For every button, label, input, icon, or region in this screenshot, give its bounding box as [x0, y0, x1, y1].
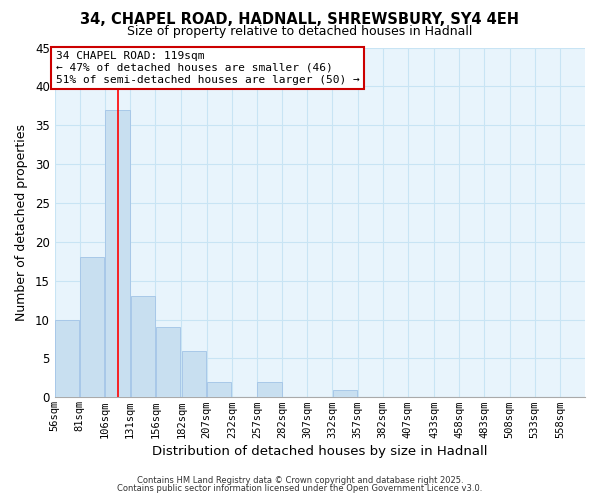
Bar — [333, 390, 357, 398]
Bar — [106, 110, 130, 398]
Bar — [182, 350, 206, 398]
Text: Contains HM Land Registry data © Crown copyright and database right 2025.: Contains HM Land Registry data © Crown c… — [137, 476, 463, 485]
Bar — [257, 382, 281, 398]
Text: 34, CHAPEL ROAD, HADNALL, SHREWSBURY, SY4 4EH: 34, CHAPEL ROAD, HADNALL, SHREWSBURY, SY… — [80, 12, 520, 28]
Text: Contains public sector information licensed under the Open Government Licence v3: Contains public sector information licen… — [118, 484, 482, 493]
Text: 34 CHAPEL ROAD: 119sqm
← 47% of detached houses are smaller (46)
51% of semi-det: 34 CHAPEL ROAD: 119sqm ← 47% of detached… — [56, 52, 359, 84]
Bar — [80, 258, 104, 398]
Y-axis label: Number of detached properties: Number of detached properties — [15, 124, 28, 321]
Bar — [131, 296, 155, 398]
Bar — [55, 320, 79, 398]
Bar — [207, 382, 231, 398]
Text: Size of property relative to detached houses in Hadnall: Size of property relative to detached ho… — [127, 25, 473, 38]
Bar — [156, 328, 180, 398]
X-axis label: Distribution of detached houses by size in Hadnall: Distribution of detached houses by size … — [152, 444, 488, 458]
